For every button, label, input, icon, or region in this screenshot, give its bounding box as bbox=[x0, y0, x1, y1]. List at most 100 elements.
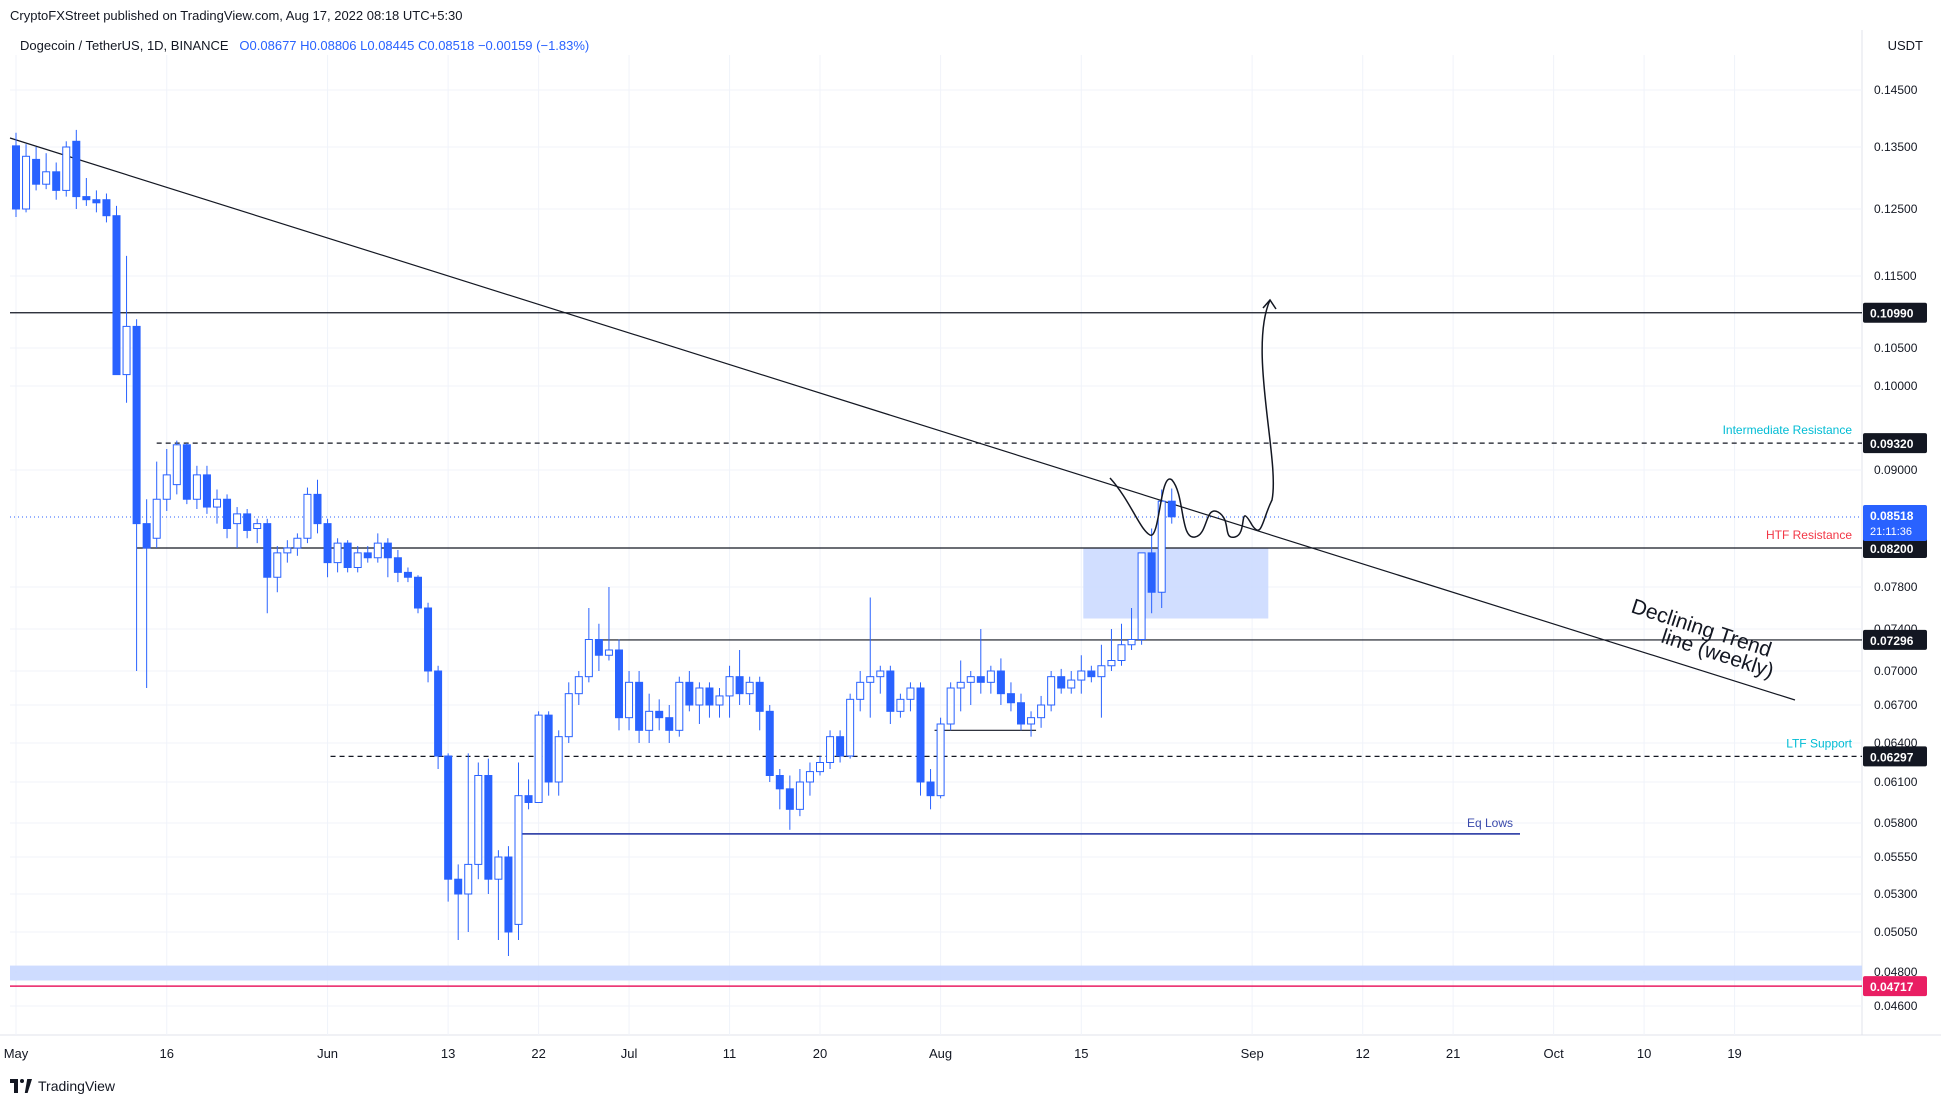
level-price-box bbox=[1863, 302, 1927, 323]
level-price-label: 0.10990 bbox=[1870, 307, 1914, 321]
level-price-box bbox=[1863, 746, 1927, 767]
last-price-box bbox=[1863, 504, 1927, 541]
price-tick-label: 0.10000 bbox=[1874, 379, 1918, 393]
countdown-label: 21:11:36 bbox=[1870, 526, 1912, 538]
candle-body bbox=[906, 687, 915, 700]
candle-body bbox=[856, 681, 865, 700]
level-price-label: 0.06297 bbox=[1870, 750, 1914, 764]
candle-body bbox=[765, 710, 774, 776]
tradingview-brand: TradingView bbox=[38, 1078, 116, 1094]
candle-body bbox=[695, 687, 704, 706]
candle-body bbox=[1037, 704, 1046, 719]
candle-body bbox=[986, 670, 995, 683]
declining-trendline[interactable] bbox=[9, 137, 1796, 701]
candle-body bbox=[122, 325, 131, 376]
candle-body bbox=[826, 736, 835, 764]
candle-body bbox=[946, 687, 955, 725]
price-tick-label: 0.05050 bbox=[1874, 925, 1918, 939]
price-tick-label: 0.14500 bbox=[1874, 83, 1918, 97]
fvg-zone bbox=[1083, 548, 1269, 619]
candle-body bbox=[745, 681, 754, 695]
projection-arrowhead bbox=[1262, 298, 1277, 310]
candle-body bbox=[142, 523, 151, 549]
candle-body bbox=[383, 542, 392, 559]
ohlc-values: O0.08677 H0.08806 L0.08445 C0.08518 −0.0… bbox=[239, 38, 590, 53]
candle-body bbox=[625, 681, 634, 719]
tradingview-footer[interactable]: TradingView bbox=[10, 1078, 115, 1094]
candle-body bbox=[102, 199, 111, 217]
candle-body bbox=[182, 444, 191, 500]
candle-body bbox=[52, 171, 61, 191]
level-price-box bbox=[1863, 433, 1927, 454]
time-tick-label: 12 bbox=[1355, 1046, 1369, 1061]
candle-body bbox=[343, 542, 352, 568]
symbol-legend[interactable]: Dogecoin / TetherUS, 1D, BINANCE O0.0867… bbox=[20, 38, 589, 53]
candle-body bbox=[474, 775, 483, 865]
chart-annotations: Intermediate Resistance HTF Resistance LTF… bbox=[1467, 423, 1853, 830]
candle-body bbox=[665, 717, 674, 731]
projection-path bbox=[1109, 299, 1275, 538]
candle-body bbox=[162, 474, 171, 500]
candle-body bbox=[72, 140, 81, 198]
candle-body bbox=[675, 681, 684, 731]
candle-body bbox=[484, 775, 493, 880]
candle-body bbox=[152, 498, 161, 539]
candle-body bbox=[936, 723, 945, 797]
candle-body bbox=[574, 676, 583, 695]
candle-body bbox=[1027, 717, 1036, 725]
candle-body bbox=[353, 552, 362, 568]
candle-body bbox=[1047, 676, 1056, 706]
time-tick-label: Oct bbox=[1544, 1046, 1565, 1061]
candle-body bbox=[805, 771, 814, 783]
candle-body bbox=[1067, 679, 1076, 689]
time-tick-label: May bbox=[4, 1046, 29, 1061]
candle-body bbox=[42, 171, 51, 185]
candle-body bbox=[414, 576, 422, 609]
time-tick-label: 16 bbox=[160, 1046, 174, 1061]
price-tick-label: 0.05800 bbox=[1874, 816, 1918, 830]
time-tick-label: Sep bbox=[1241, 1046, 1264, 1061]
candle-body bbox=[1167, 500, 1176, 518]
candle-body bbox=[615, 649, 623, 719]
candle-body bbox=[544, 714, 553, 783]
candle-body bbox=[373, 542, 382, 559]
candle-body bbox=[92, 199, 101, 204]
candle-body bbox=[1107, 660, 1116, 667]
candle-body bbox=[534, 714, 543, 804]
trendline bbox=[9, 137, 1796, 701]
price-axis[interactable]: 0.14500 0.13500 0.12500 0.11500 0.10500 0.100… bbox=[1863, 83, 1927, 1013]
time-tick-label: 11 bbox=[723, 1046, 737, 1061]
price-tick-label: 0.07000 bbox=[1874, 664, 1918, 678]
candle-body bbox=[303, 493, 312, 539]
candle-body bbox=[916, 687, 925, 783]
candle-body bbox=[564, 693, 573, 738]
candle-body bbox=[283, 547, 292, 554]
candle-body bbox=[444, 755, 453, 880]
price-tick-label: 0.07800 bbox=[1874, 580, 1918, 594]
candle-body bbox=[434, 670, 443, 757]
candle-body bbox=[705, 687, 714, 706]
price-tick-label: 0.05300 bbox=[1874, 887, 1918, 901]
candle-body bbox=[725, 676, 734, 697]
candle-body bbox=[966, 676, 975, 683]
time-axis[interactable]: May 16 Jun 13 22 Jul 11 20 Aug 15 Sep 12 21 Oct 10 19 bbox=[4, 1046, 1742, 1061]
candle-body bbox=[1097, 665, 1106, 678]
demand-zone-bottom bbox=[10, 965, 1862, 981]
candle-body bbox=[785, 788, 794, 810]
level-price-label: 0.07296 bbox=[1870, 634, 1914, 648]
candle-body bbox=[293, 537, 302, 549]
level-price-label: 0.09320 bbox=[1870, 437, 1914, 451]
candle-body bbox=[323, 523, 332, 564]
level-price-box bbox=[1863, 629, 1927, 650]
candle-body bbox=[866, 676, 875, 683]
currency-label: USDT bbox=[1887, 38, 1923, 53]
candle-body bbox=[32, 158, 41, 185]
candle-body bbox=[594, 639, 603, 656]
time-tick-label: Jun bbox=[317, 1046, 338, 1061]
candle-body bbox=[896, 698, 905, 712]
tradingview-logo-icon bbox=[10, 1079, 32, 1093]
candle-body bbox=[333, 542, 342, 564]
time-tick-label: 21 bbox=[1446, 1046, 1460, 1061]
candle-body bbox=[454, 878, 463, 895]
